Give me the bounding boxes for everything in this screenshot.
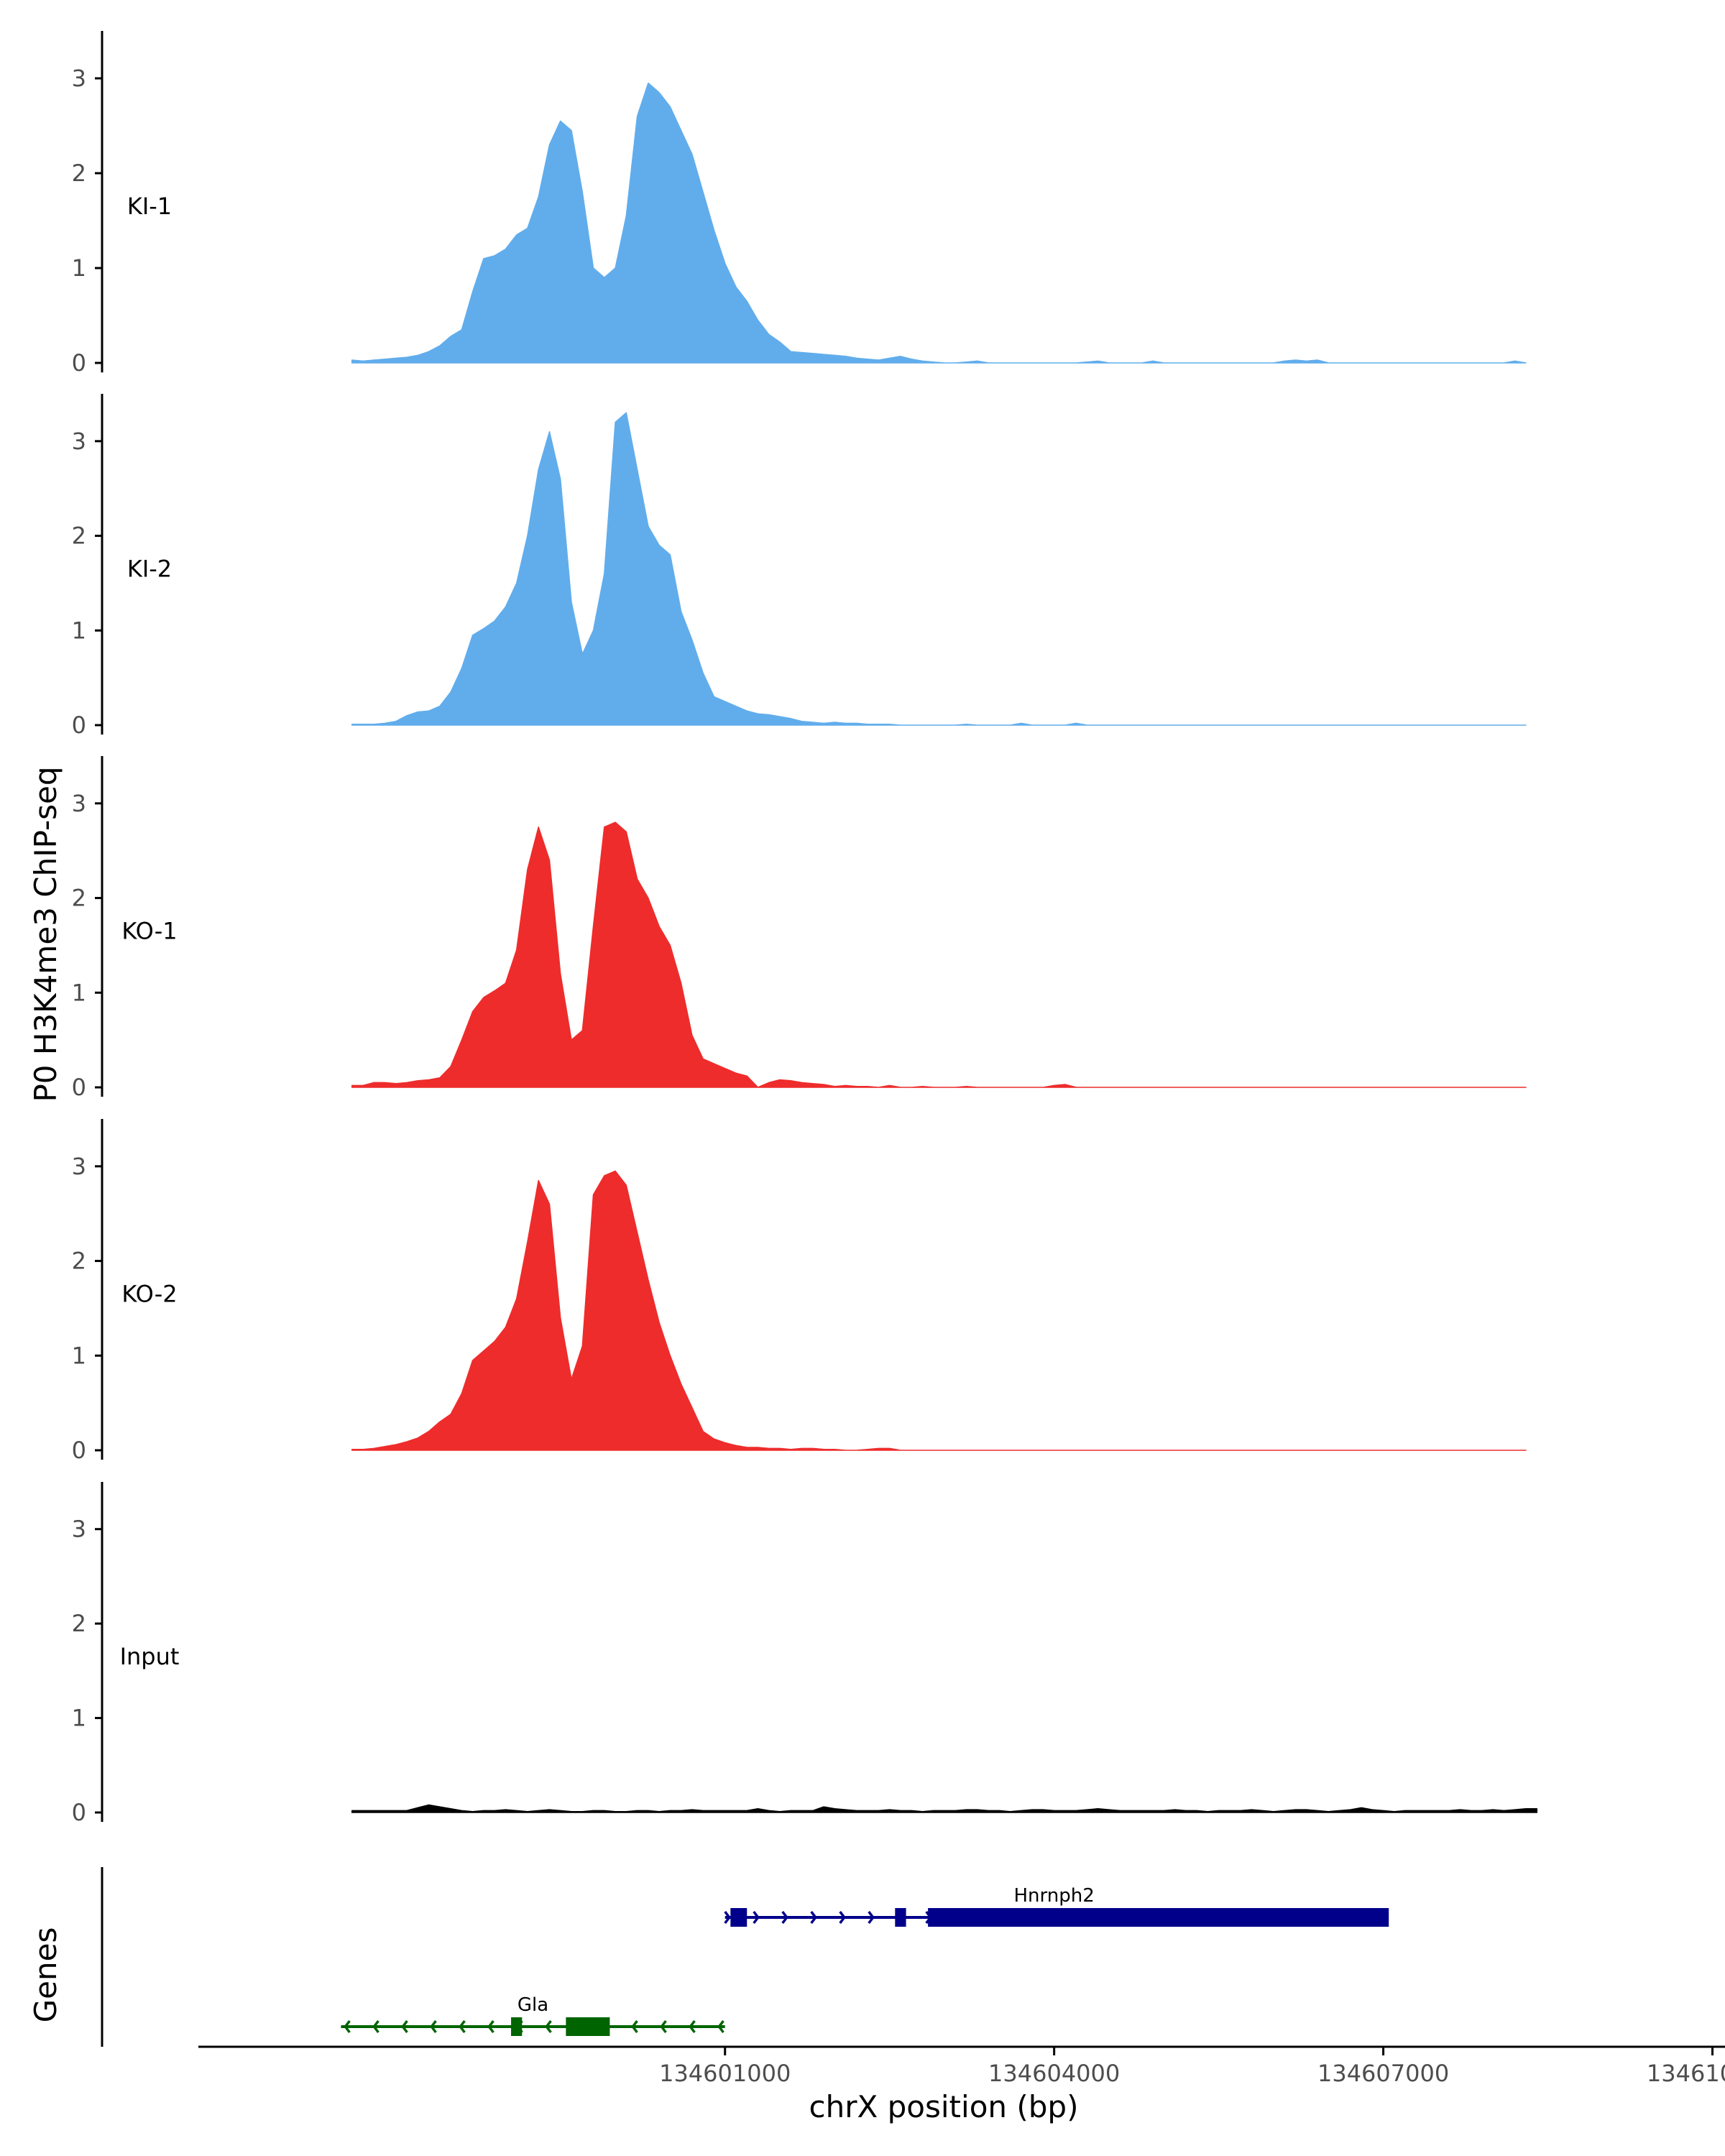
strand-arrow	[839, 1910, 846, 1925]
x-axis-title: chrX position (bp)	[809, 2089, 1079, 2124]
tracks-layer: 0 1 2 3 KI-1 0 1 2 3 KI-2 0 1 2 3 KO-1 0 1 2 3 KO-2 0 1 2 3 Inpu…	[72, 31, 1538, 1826]
coverage-area-ki-1	[351, 82, 1527, 364]
strand-arrow	[430, 2019, 437, 2034]
exon	[511, 2017, 523, 2036]
strand-arrow	[372, 2019, 380, 2034]
strand-arrow	[689, 2019, 696, 2034]
strand-arrow	[401, 2019, 408, 2034]
strand-arrow	[781, 1910, 788, 1925]
gene-label: Gla	[518, 1994, 548, 2016]
y-tick-label: 3	[72, 65, 86, 92]
genes-layer: Hnrnph2 Gla	[101, 1867, 1389, 2047]
y-tick-label: 3	[72, 790, 86, 817]
coverage-area-ko-2	[351, 1170, 1527, 1451]
strand-arrow	[724, 1910, 731, 1925]
strand-arrow	[868, 1910, 875, 1925]
y-tick-label: 1	[72, 979, 86, 1006]
y-tick-label: 3	[72, 1516, 86, 1543]
gene-hnrnph2: Hnrnph2	[724, 1885, 1389, 1927]
y-tick-label: 0	[72, 711, 86, 739]
strand-arrow	[717, 2019, 724, 2034]
x-tick-label: 134604000	[988, 2060, 1120, 2087]
strand-arrow	[660, 2019, 667, 2034]
coverage-area-ko-1	[351, 821, 1527, 1088]
exon	[730, 1908, 748, 1927]
gene-label: Hnrnph2	[1014, 1885, 1095, 1907]
strand-arrow	[631, 2019, 638, 2034]
strand-arrow	[810, 1910, 817, 1925]
x-tick-label: 134601000	[659, 2060, 791, 2087]
track-label: KI-2	[127, 556, 172, 583]
y-tick-label: 3	[72, 1153, 86, 1180]
y-tick-label: 0	[72, 1799, 86, 1826]
strand-arrow	[753, 1910, 760, 1925]
track-label: KI-1	[127, 193, 172, 220]
track-label: KO-2	[121, 1281, 177, 1308]
exon	[566, 2017, 610, 2036]
strand-arrow	[545, 2019, 552, 2034]
exon	[895, 1908, 906, 1927]
x-axis: 134601000 134604000 134607000 134610000	[198, 2045, 1725, 2087]
coverage-area-ki-2	[351, 412, 1527, 726]
strand-arrow	[487, 2019, 494, 2034]
y-tick-label: 2	[72, 522, 86, 550]
y-tick-label: 2	[72, 160, 86, 187]
y-tick-label: 1	[72, 1705, 86, 1732]
coverage-area-input	[351, 1804, 1538, 1813]
strand-arrow	[344, 2019, 351, 2034]
y-tick-label: 2	[72, 1248, 86, 1275]
y-tick-label: 0	[72, 1074, 86, 1101]
y-tick-label: 2	[72, 1610, 86, 1637]
track-label: KO-1	[121, 918, 177, 945]
gene-gla: Gla	[341, 1994, 725, 2036]
y-tick-label: 2	[72, 885, 86, 912]
y-tick-label: 1	[72, 1342, 86, 1369]
x-tick-label: 134610000	[1647, 2060, 1725, 2087]
y-tick-label: 0	[72, 349, 86, 377]
y-tick-label: 0	[72, 1437, 86, 1464]
y-tick-label: 1	[72, 617, 86, 644]
y-axis-title: P0 H3K4me3 ChIP-seq	[28, 766, 63, 1102]
x-tick-label: 134607000	[1317, 2060, 1449, 2087]
y-tick-label: 1	[72, 254, 86, 282]
y-tick-label: 3	[72, 428, 86, 455]
track-label: Input	[120, 1643, 180, 1670]
strand-arrow	[459, 2019, 466, 2034]
genes-axis-title: Genes	[28, 1927, 63, 2023]
exon	[928, 1908, 1389, 1927]
